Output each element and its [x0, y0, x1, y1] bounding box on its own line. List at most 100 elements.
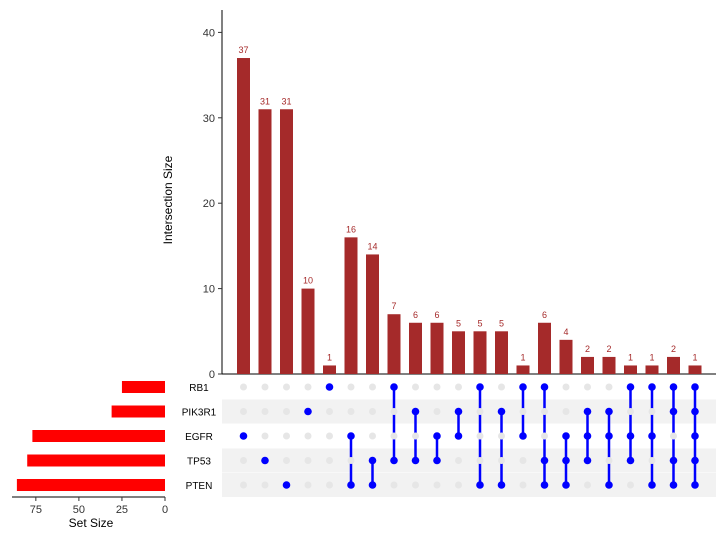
intersection-bar — [559, 339, 573, 374]
set-size-bar-egfr — [32, 430, 166, 442]
y-tick-label: 30 — [203, 113, 215, 125]
matrix-dot-inactive — [304, 457, 312, 464]
matrix-dot-active — [433, 456, 441, 465]
set-size-bar-pik3r1 — [111, 405, 165, 418]
intersection-bar — [495, 331, 508, 374]
matrix-dot-active — [304, 407, 312, 416]
intersection-bar-label: 2 — [671, 344, 676, 354]
matrix-dot-inactive — [326, 481, 333, 489]
matrix-dot-active — [476, 383, 484, 391]
intersection-bar-label: 14 — [367, 241, 377, 251]
matrix-dot-active — [605, 432, 613, 440]
set-tick-label: 50 — [73, 504, 85, 516]
intersection-bar-label: 2 — [585, 344, 590, 354]
matrix-dot-inactive — [347, 408, 355, 415]
matrix-dot-active — [648, 383, 656, 391]
intersection-bar-label: 6 — [434, 310, 439, 320]
matrix-dot-active — [519, 432, 527, 440]
matrix-dot-inactive — [412, 432, 419, 440]
intersection-bar — [366, 254, 379, 374]
matrix-dot-inactive — [519, 481, 527, 489]
matrix-dot-inactive — [283, 408, 290, 415]
y-tick-label: 20 — [203, 198, 215, 210]
matrix-dot-inactive — [390, 432, 398, 440]
intersection-bar-label: 1 — [520, 352, 525, 362]
intersection-bar-label: 1 — [692, 352, 697, 362]
intersection-bar — [323, 365, 336, 374]
matrix-dot-active — [648, 432, 656, 440]
matrix-dot-inactive — [326, 457, 333, 464]
matrix-dot-inactive — [605, 457, 613, 464]
matrix-dot-inactive — [627, 481, 634, 489]
matrix-dot-active — [562, 456, 570, 465]
matrix-row-stripes — [222, 399, 716, 497]
matrix-dot-active — [605, 481, 613, 489]
matrix-dot-active — [368, 481, 377, 489]
intersection-bar-label: 31 — [281, 96, 291, 106]
matrix-dot-active — [669, 456, 678, 465]
matrix-dot-active — [691, 432, 699, 440]
stripe-row-tp53 — [222, 448, 716, 473]
intersection-bar — [645, 365, 659, 374]
intersection-bar — [430, 322, 444, 374]
set-label-egfr: EGFR — [185, 432, 213, 443]
matrix-dot-active — [669, 407, 678, 416]
matrix-dot-active — [497, 481, 506, 489]
matrix-dot-inactive — [347, 457, 355, 464]
set-labels: RB1 PIK3R1 EGFR TP53 PTEN — [182, 383, 217, 492]
set-size-bars — [16, 381, 166, 491]
matrix-dot-inactive — [304, 481, 312, 489]
matrix-dot-inactive — [283, 383, 290, 391]
matrix-dot-active — [347, 481, 355, 489]
matrix-dot-inactive — [648, 457, 656, 464]
matrix-dot-inactive — [433, 481, 441, 489]
intersection-bar-label: 5 — [477, 318, 482, 328]
set-size-axis-title: Set Size — [69, 516, 114, 530]
intersection-bar-label: 7 — [391, 301, 396, 311]
matrix-dot-inactive — [627, 408, 634, 415]
set-size-bar-pten — [16, 479, 166, 491]
matrix-dot-active — [691, 407, 699, 416]
matrix-dot-inactive — [433, 383, 441, 391]
matrix-dot-inactive — [476, 457, 484, 464]
matrix-dot-inactive — [498, 457, 505, 464]
y-tick-label: 10 — [203, 284, 215, 296]
intersection-bar-label: 5 — [456, 318, 461, 328]
matrix-dot-inactive — [433, 408, 441, 415]
matrix-dot-inactive — [283, 457, 290, 464]
matrix-dot-active — [648, 481, 656, 489]
matrix-dot-active — [691, 383, 699, 391]
matrix-dot-inactive — [498, 432, 505, 440]
matrix-dot-inactive — [369, 383, 376, 391]
matrix-dot-active — [562, 432, 570, 440]
matrix-dot-active — [390, 456, 398, 465]
matrix-dot-active — [691, 456, 699, 465]
matrix-dot-inactive — [498, 383, 505, 391]
matrix-dot-active — [583, 432, 592, 440]
matrix-dot-active — [454, 432, 463, 440]
matrix-dot-inactive — [455, 457, 462, 464]
intersection-bar — [258, 109, 272, 374]
matrix-dot-active — [368, 456, 377, 465]
matrix-dot-inactive — [304, 432, 312, 440]
matrix-dot-active — [583, 456, 592, 465]
intersection-bar — [473, 331, 487, 374]
matrix-dot-active — [411, 456, 420, 465]
intersection-bar-label: 10 — [303, 276, 313, 286]
intersection-bar-label: 1 — [628, 352, 633, 362]
matrix-dot-inactive — [562, 408, 570, 415]
set-label-pten: PTEN — [186, 481, 213, 492]
matrix-dot-inactive — [541, 408, 548, 415]
intersection-bar — [280, 109, 293, 374]
matrix-dot-active — [390, 383, 398, 391]
intersection-bar — [602, 356, 616, 374]
matrix-dot-inactive — [584, 481, 591, 489]
matrix-dot-active — [239, 432, 248, 440]
matrix-dot-active — [626, 383, 635, 391]
matrix-dot-active — [282, 481, 291, 489]
intersection-bar-label: 2 — [606, 344, 611, 354]
intersection-bar-label: 37 — [238, 45, 248, 55]
matrix-dot-active — [325, 383, 334, 391]
matrix-dot-inactive — [240, 408, 247, 415]
matrix-dot-active — [562, 481, 570, 489]
